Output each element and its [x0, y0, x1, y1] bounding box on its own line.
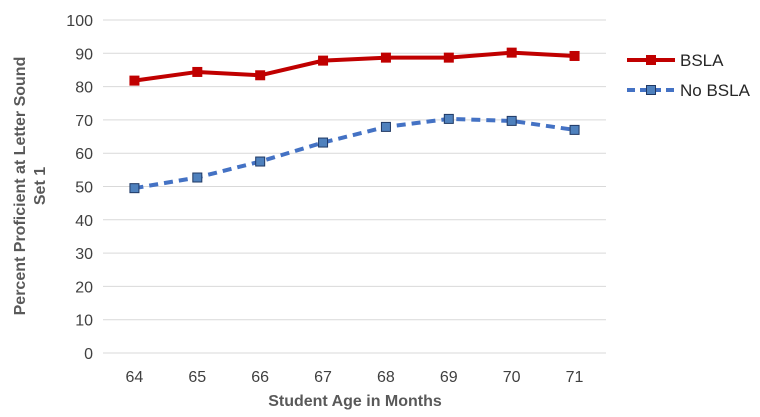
- legend-label: BSLA: [680, 51, 724, 70]
- legend: BSLA No BSLA: [627, 51, 751, 100]
- data-point-no-bsla: [443, 113, 454, 124]
- data-point-no-bsla: [380, 121, 391, 132]
- legend-swatch-marker: [646, 85, 656, 95]
- x-tick-label: 66: [251, 369, 269, 386]
- gridlines: [103, 19, 606, 354]
- x-tick-label: 71: [566, 369, 584, 386]
- y-tick-label: 50: [75, 180, 93, 197]
- x-tick-label: 69: [440, 369, 458, 386]
- data-point-bsla: [318, 55, 329, 66]
- y-tick-label: 20: [75, 279, 93, 296]
- y-tick-label: 10: [75, 313, 93, 330]
- y-tick-label: 30: [75, 246, 93, 263]
- data-point-no-bsla: [129, 183, 140, 194]
- x-tick-label: 65: [188, 369, 206, 386]
- y-tick-label: 0: [84, 346, 93, 363]
- data-point-no-bsla: [192, 172, 203, 183]
- y-axis-tick-labels: 0 10 20 30 40 50 60 70 80 90 100: [66, 13, 93, 363]
- y-tick-label: 100: [66, 13, 93, 30]
- data-point-no-bsla: [255, 156, 266, 167]
- data-point-no-bsla: [569, 124, 580, 135]
- data-point-no-bsla: [318, 137, 329, 148]
- y-axis-title-line-2: Set 1: [32, 167, 49, 205]
- data-point-no-bsla: [506, 115, 517, 126]
- x-axis-tick-labels: 64 65 66 67 68 69 70 71: [126, 369, 584, 386]
- y-tick-label: 60: [75, 146, 93, 163]
- data-point-bsla: [506, 47, 517, 58]
- x-tick-label: 67: [314, 369, 332, 386]
- y-tick-label: 90: [75, 46, 93, 63]
- data-point-bsla: [255, 70, 266, 81]
- x-tick-label: 68: [377, 369, 395, 386]
- data-point-bsla: [569, 50, 580, 61]
- series-line-no-bsla: [134, 116, 575, 191]
- data-point-bsla: [443, 52, 454, 63]
- y-tick-label: 70: [75, 113, 93, 130]
- y-axis-title-line-1: Percent Proficient at Letter Sound: [12, 57, 29, 316]
- data-point-bsla: [192, 66, 203, 77]
- legend-swatch-marker: [646, 55, 656, 65]
- data-point-bsla: [129, 75, 140, 86]
- legend-item-bsla: BSLA: [627, 51, 724, 70]
- x-tick-label: 64: [126, 369, 144, 386]
- data-point-bsla: [380, 52, 391, 63]
- y-tick-label: 80: [75, 80, 93, 97]
- series-group: [129, 47, 580, 194]
- x-axis-title: Student Age in Months: [268, 393, 442, 410]
- y-tick-label: 40: [75, 213, 93, 230]
- x-tick-label: 70: [503, 369, 521, 386]
- legend-label: No BSLA: [680, 81, 751, 100]
- series-line-bsla: [134, 50, 575, 83]
- legend-item-no-bsla: No BSLA: [627, 81, 751, 100]
